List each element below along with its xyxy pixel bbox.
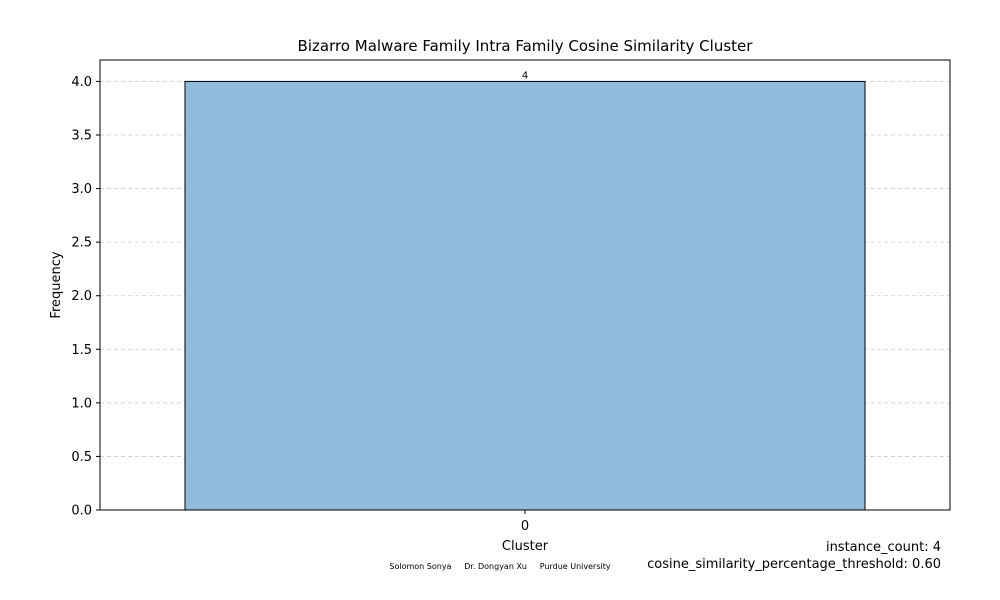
bar bbox=[184, 80, 866, 511]
y-tick-label: 0.5 bbox=[71, 450, 92, 465]
y-tick-label: 2.0 bbox=[71, 289, 92, 304]
credit-author-1: Solomon Sonya bbox=[389, 562, 452, 571]
y-tick-label: 0.0 bbox=[71, 504, 92, 519]
y-tick-label: 1.5 bbox=[71, 343, 92, 358]
bars bbox=[184, 80, 866, 511]
y-tick-label: 3.5 bbox=[71, 129, 92, 144]
x-tick-label: 0 bbox=[521, 519, 529, 534]
bar-data-label: 4 bbox=[522, 70, 528, 81]
chart-title: Bizarro Malware Family Intra Family Cosi… bbox=[297, 37, 753, 55]
data-labels: 4 bbox=[522, 70, 528, 81]
credit-affiliation: Purdue University bbox=[539, 562, 611, 571]
credits: Solomon Sonya Dr. Dongyan Xu Purdue Univ… bbox=[300, 562, 700, 571]
y-axis-label: Frequency bbox=[49, 251, 64, 318]
y-axis-ticks: 0.0 0.5 1.0 1.5 2.0 2.5 3.0 3.5 4.0 bbox=[71, 75, 100, 519]
y-tick-label: 3.0 bbox=[71, 182, 92, 197]
y-tick-label: 4.0 bbox=[71, 75, 92, 90]
x-axis-label: Cluster bbox=[502, 539, 549, 554]
threshold-annotation: cosine_similarity_percentage_threshold: … bbox=[647, 557, 941, 572]
info-annotations: instance_count: 4 cosine_similarity_perc… bbox=[647, 539, 941, 573]
y-tick-label: 2.5 bbox=[71, 236, 92, 251]
credit-author-2: Dr. Dongyan Xu bbox=[464, 562, 527, 571]
instance-count-annotation: instance_count: 4 bbox=[825, 540, 941, 555]
y-tick-label: 1.0 bbox=[71, 396, 92, 411]
x-axis-ticks: 0 bbox=[521, 510, 529, 534]
